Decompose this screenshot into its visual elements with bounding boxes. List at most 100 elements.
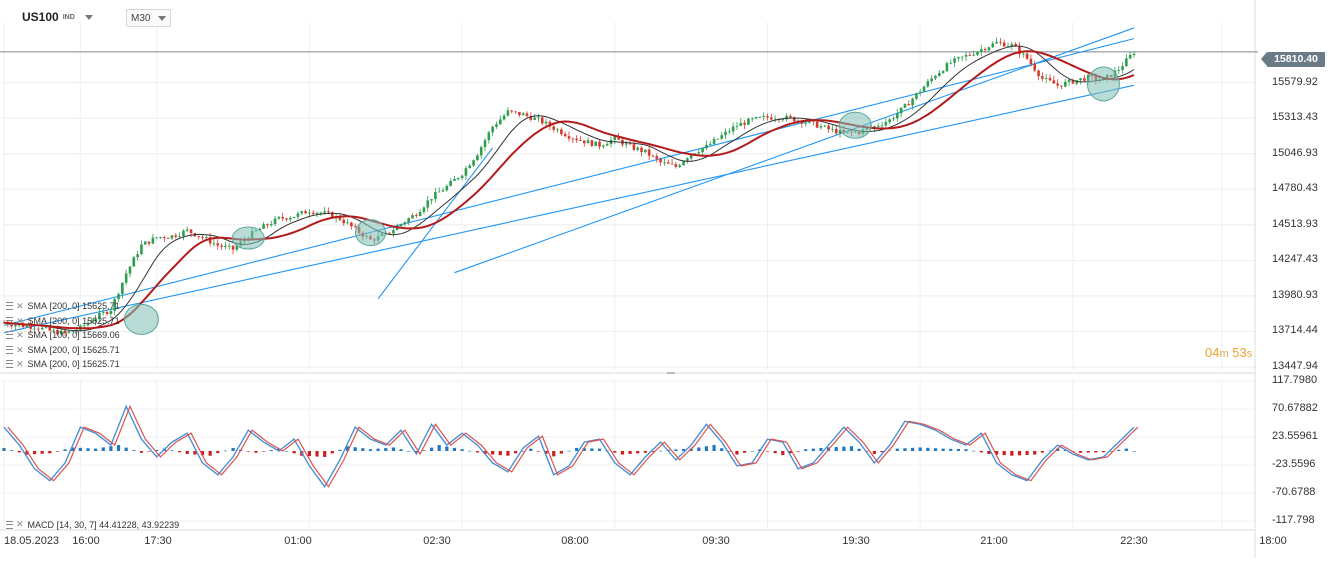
macd-histogram-bar xyxy=(559,451,563,454)
macd-histogram-bar xyxy=(628,451,632,454)
time-tick-label: 19:30 xyxy=(842,535,870,547)
candle-body xyxy=(1063,81,1067,87)
last-price-tag: 15810.40 xyxy=(1261,52,1325,67)
candle-body xyxy=(185,229,189,231)
candle-body xyxy=(682,161,685,166)
macd-histogram-bar xyxy=(178,451,182,453)
macd-histogram-bar xyxy=(1124,448,1128,451)
candle-body xyxy=(216,243,220,246)
timeframe-selector[interactable]: M30 xyxy=(126,9,172,27)
candle-body xyxy=(304,211,307,214)
close-icon[interactable]: ✕ xyxy=(16,519,24,529)
candle-body xyxy=(632,144,636,150)
candle-body xyxy=(10,324,13,327)
candle-body xyxy=(892,118,895,120)
timeframe-value: M30 xyxy=(131,12,151,24)
candle-body xyxy=(1018,46,1021,55)
candle-body xyxy=(964,54,968,57)
candle-body xyxy=(628,143,632,145)
candle-body xyxy=(155,237,159,239)
candle-body xyxy=(945,63,949,72)
price-tick-label: 13980.93 xyxy=(1272,288,1318,301)
indicator-list: ✕ SMA [200, 0] 15625.71 ✕ SMA [200, 0] 156… xyxy=(6,299,120,372)
macd-histogram-bar xyxy=(506,451,510,456)
candle-body xyxy=(124,273,128,283)
touch-highlight xyxy=(354,219,386,247)
candle-body xyxy=(808,120,811,123)
candle-body xyxy=(575,138,578,141)
macd-legend[interactable]: ✕ MACD [14, 30, 7] 44.41228, 43.92239 xyxy=(6,519,179,530)
touch-highlight xyxy=(123,303,159,335)
close-icon[interactable]: ✕ xyxy=(16,359,24,369)
channel-line xyxy=(3,84,1135,334)
macd-histogram-bar xyxy=(1017,451,1022,456)
indicator-row[interactable]: ✕ SMA [200, 0] 15625.71 xyxy=(6,343,120,358)
settings-icon[interactable] xyxy=(6,345,13,354)
sma-slow-line xyxy=(3,50,1135,330)
candle-body xyxy=(418,211,422,216)
candle-body xyxy=(1121,66,1124,71)
settings-icon[interactable] xyxy=(6,302,13,311)
candle-body xyxy=(182,230,185,236)
settings-icon[interactable] xyxy=(6,520,13,529)
macd-histogram-bar xyxy=(788,451,793,454)
macd-histogram-bar xyxy=(132,450,136,451)
macd-histogram-bar xyxy=(834,447,838,451)
settings-icon[interactable] xyxy=(6,316,13,325)
macd-histogram-bar xyxy=(1063,450,1067,451)
indicator-row[interactable]: ✕ SMA [200, 0] 15625.71 xyxy=(6,357,120,372)
candle-body xyxy=(464,168,468,176)
candle-body xyxy=(170,235,174,239)
macd-histogram-bar xyxy=(704,446,709,451)
indicator-row[interactable]: ✕ SMA [100, 0] 15669.06 xyxy=(6,328,120,343)
close-icon[interactable]: ✕ xyxy=(16,330,24,340)
indicator-row[interactable]: ✕ SMA [200, 0] 15625.71 xyxy=(6,299,120,314)
candle-body xyxy=(598,141,601,147)
candle-body xyxy=(823,125,827,127)
candle-body xyxy=(750,118,754,120)
close-icon[interactable]: ✕ xyxy=(16,344,24,355)
candle-body xyxy=(708,143,712,145)
candle-body xyxy=(728,131,731,133)
macd-histogram-bar xyxy=(536,451,541,452)
candle-body xyxy=(731,126,735,132)
candle-body xyxy=(269,224,273,226)
close-icon[interactable]: ✕ xyxy=(16,315,24,326)
price-tick-label: 15313.43 xyxy=(1272,111,1318,124)
countdown-minutes: 04 xyxy=(1205,345,1220,360)
candle-body xyxy=(804,122,807,124)
candle-body xyxy=(697,152,701,154)
settings-icon[interactable] xyxy=(6,331,13,340)
candle-body xyxy=(644,149,647,152)
macd-histogram-bar xyxy=(246,451,250,452)
macd-histogram-bar xyxy=(857,448,861,451)
candle-body xyxy=(960,56,964,58)
macd-histogram-bar xyxy=(193,451,197,455)
candle-body xyxy=(1033,64,1037,71)
macd-histogram-bar xyxy=(345,446,350,451)
touch-highlight xyxy=(1086,66,1120,102)
macd-histogram-bar xyxy=(17,451,21,453)
candle-body xyxy=(670,163,674,165)
candle-body xyxy=(888,119,891,123)
time-tick-label: 21:00 xyxy=(980,535,1008,547)
macd-label-text: MACD xyxy=(27,519,55,530)
macd-histogram-bar xyxy=(261,451,266,452)
candle-body xyxy=(14,325,17,327)
candle-body xyxy=(48,327,52,331)
close-icon[interactable]: ✕ xyxy=(16,301,24,311)
candle-body xyxy=(831,128,834,130)
macd-histogram-bar xyxy=(582,448,586,451)
candle-body xyxy=(876,126,880,127)
settings-icon[interactable] xyxy=(6,360,13,369)
candle-body xyxy=(63,330,67,333)
macd-histogram-bar xyxy=(781,451,785,456)
indicator-row[interactable]: ✕ SMA [200, 0] 15625.71 xyxy=(6,314,120,329)
candle-body xyxy=(602,145,605,147)
symbol-selector[interactable]: US100 IND xyxy=(22,8,93,26)
price-tick-label: 14247.43 xyxy=(1272,253,1318,266)
candle-body xyxy=(915,93,918,99)
candle-body xyxy=(483,140,487,148)
candle-body xyxy=(510,110,514,112)
